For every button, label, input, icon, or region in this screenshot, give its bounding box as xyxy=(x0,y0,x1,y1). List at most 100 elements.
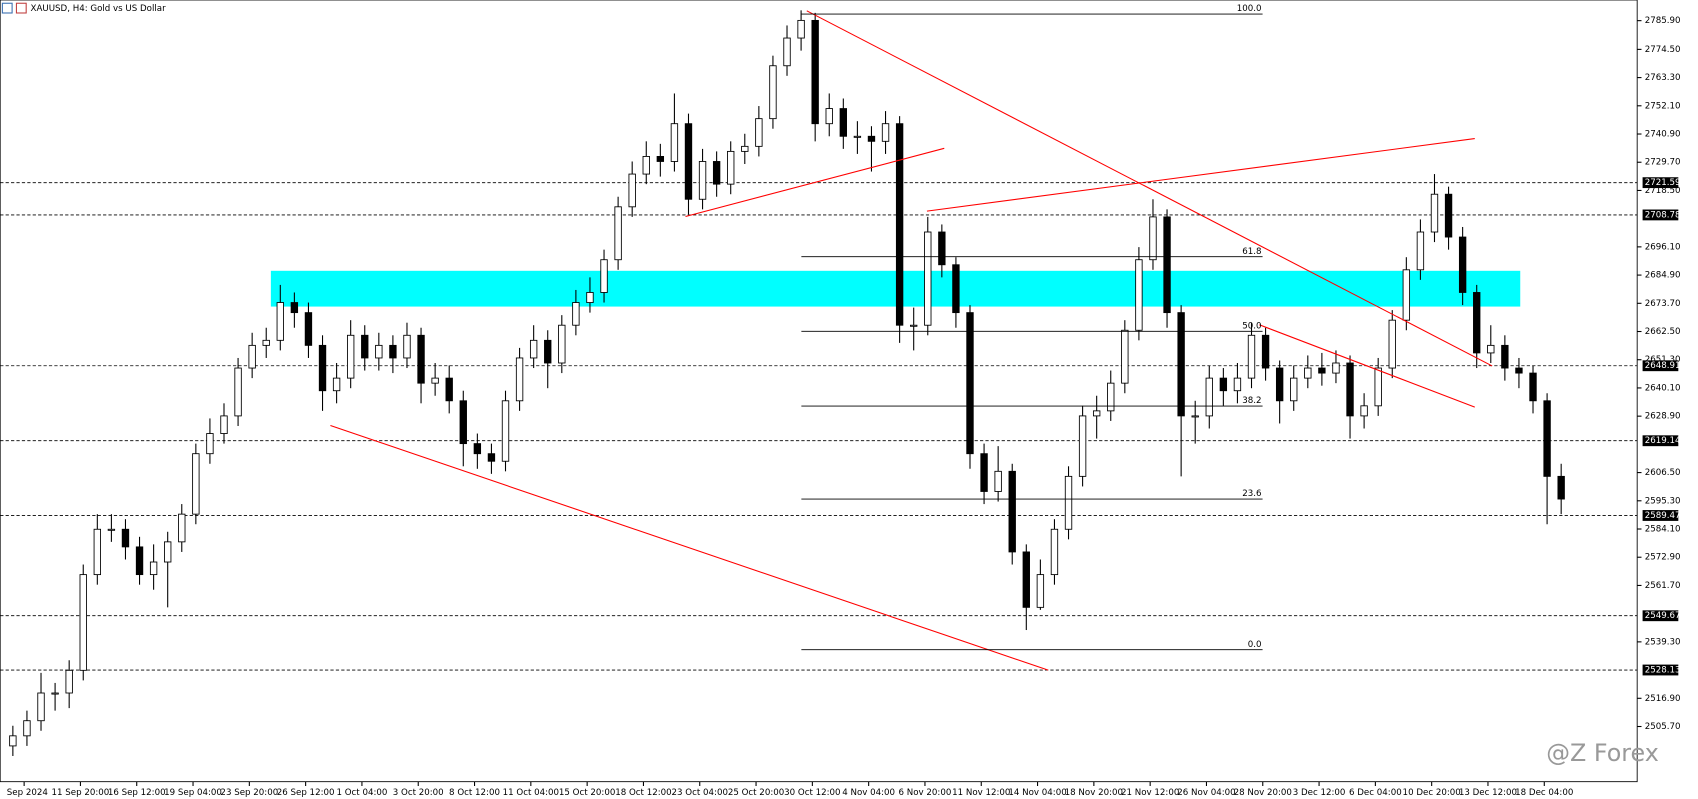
candle-body xyxy=(712,161,721,185)
level-label: 2648.91 xyxy=(1645,361,1681,371)
y-tick-label: 2561.70 xyxy=(1645,581,1681,591)
level-label-box xyxy=(1642,209,1679,221)
candle-body xyxy=(1501,344,1509,369)
x-tick-label: 23 Sep 20:00 xyxy=(220,788,278,798)
fib-label: 23.6 xyxy=(1242,489,1261,499)
candle-body xyxy=(586,292,594,303)
level-label-box xyxy=(1642,435,1679,447)
candle-body xyxy=(1261,334,1270,369)
candle-body xyxy=(642,156,650,175)
candle-body xyxy=(881,123,890,142)
candle-body xyxy=(952,264,960,314)
candle-body xyxy=(755,118,763,147)
y-tick-label: 2729.70 xyxy=(1645,158,1681,168)
candle-body xyxy=(65,669,73,694)
candle-body xyxy=(206,433,214,455)
candle-body xyxy=(51,692,59,695)
x-tick-label: 15 Oct 20:00 xyxy=(559,788,615,798)
candle-body xyxy=(741,145,749,152)
candle-body xyxy=(529,339,538,359)
candle-body xyxy=(248,344,256,369)
candle-body xyxy=(361,334,369,359)
candle-body xyxy=(1444,193,1453,238)
candle-body xyxy=(515,357,524,402)
candles-layer xyxy=(9,10,1565,756)
candle-body xyxy=(1346,362,1354,417)
y-tick-label: 2606.50 xyxy=(1645,468,1681,478)
candle-body xyxy=(79,574,87,671)
candle-body xyxy=(783,37,791,67)
x-tick-label: 4 Nov 04:00 xyxy=(842,788,895,798)
x-tick-label: 6 Dec 04:00 xyxy=(1349,788,1402,798)
level-label-box xyxy=(1642,610,1679,622)
candle-body xyxy=(980,453,988,492)
levels-layer xyxy=(0,182,1638,671)
candle-body xyxy=(164,541,172,563)
x-tick-label: 11 Nov 12:00 xyxy=(952,788,1010,798)
candle-body xyxy=(1177,312,1185,417)
x-tick-label: 28 Nov 20:00 xyxy=(1234,788,1292,798)
candle-body xyxy=(1149,216,1157,261)
level-label: 2549.67 xyxy=(1645,611,1681,621)
candle-body xyxy=(121,528,130,548)
level-label: 2619.14 xyxy=(1645,436,1681,446)
y-tick-label: 2718.50 xyxy=(1645,186,1681,196)
y-tick-label: 2752.10 xyxy=(1645,101,1681,111)
y-tick-label: 2684.90 xyxy=(1645,271,1681,281)
candle-body xyxy=(698,161,707,200)
fib-label: 61.8 xyxy=(1242,247,1261,257)
candle-body xyxy=(1121,329,1129,384)
candle-body xyxy=(107,528,116,531)
x-tick-label: 30 Oct 12:00 xyxy=(784,788,840,798)
candle-body xyxy=(346,334,355,379)
candle-body xyxy=(1557,475,1565,500)
candle-body xyxy=(1430,193,1439,233)
candle-body xyxy=(1304,367,1312,379)
candle-body xyxy=(1233,377,1242,392)
y-tick-label: 2740.90 xyxy=(1645,130,1681,140)
candle-body xyxy=(192,453,200,515)
plot-frame xyxy=(0,0,1638,783)
x-tick-label: 16 Sep 12:00 xyxy=(108,788,166,798)
candle-body xyxy=(853,135,862,138)
candle-body xyxy=(839,108,847,137)
candle-body xyxy=(93,528,101,576)
candle-body xyxy=(375,344,383,359)
candle-body xyxy=(600,259,608,293)
candle-body xyxy=(1473,292,1481,354)
candle-body xyxy=(1008,470,1016,553)
fib-label: 100.0 xyxy=(1237,4,1262,14)
candle-body xyxy=(938,231,946,266)
candle-body xyxy=(459,400,467,445)
zone xyxy=(270,270,1521,307)
candle-body xyxy=(487,453,496,462)
x-tick-label: 10 Dec 20:00 xyxy=(1403,788,1461,798)
candle-body xyxy=(867,135,876,142)
y-tick-label: 2595.30 xyxy=(1645,496,1681,506)
candle-body xyxy=(572,302,580,326)
candle-body xyxy=(966,312,974,455)
candle-body xyxy=(1416,231,1425,271)
x-tick-label: 1 Oct 04:00 xyxy=(336,788,387,798)
candle-body xyxy=(727,150,735,185)
y-tick-label: 2640.10 xyxy=(1645,383,1681,393)
x-tick-label: 26 Nov 04:00 xyxy=(1177,788,1235,798)
fib-label: 38.2 xyxy=(1242,396,1261,406)
candle-body xyxy=(1332,362,1340,374)
y-tick-label: 2774.50 xyxy=(1645,45,1681,55)
candle-body xyxy=(417,334,425,384)
candle-body xyxy=(304,312,313,346)
x-tick-label: Sep 2024 xyxy=(7,788,49,798)
candle-body xyxy=(1388,319,1396,369)
candle-body xyxy=(1205,377,1213,417)
candle-body xyxy=(1050,528,1059,576)
candle-body xyxy=(614,206,622,261)
y-tick-label: 2763.30 xyxy=(1645,73,1681,83)
trend-line xyxy=(1259,324,1475,408)
candle-body xyxy=(1543,400,1551,477)
fib-label: 0.0 xyxy=(1248,640,1262,650)
candle-body xyxy=(1515,367,1523,374)
candle-body xyxy=(1107,382,1115,412)
x-tick-label: 3 Dec 12:00 xyxy=(1293,788,1346,798)
candle-body xyxy=(656,156,665,162)
